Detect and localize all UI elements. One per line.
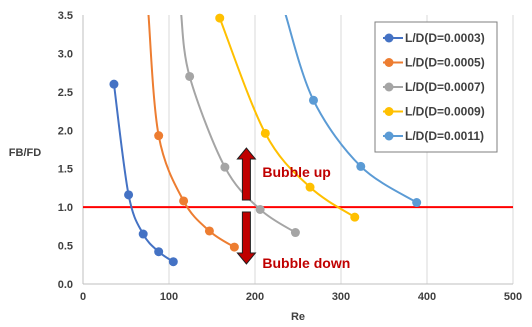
grid	[82, 15, 514, 285]
annotations: Bubble up Bubble down	[236, 147, 350, 271]
legend-label-3: L/D(D=0.0009)	[405, 105, 485, 119]
annotation-label-1: Bubble down	[262, 255, 350, 271]
x-tick-label-0: 0	[80, 291, 86, 303]
series-3	[215, 13, 360, 222]
y-tick-label-2: 1.0	[58, 202, 73, 214]
y-axis-label: FB/FD	[9, 147, 41, 159]
series-layer	[109, 13, 422, 267]
legend-item-0: L/D(D=0.0003)	[383, 31, 485, 45]
legend: L/D(D=0.0003) L/D(D=0.0005) L/D(D=0.0007) L…	[374, 21, 498, 153]
x-tick-label-2: 200	[246, 291, 264, 303]
series-1-point-3	[229, 242, 239, 252]
series-2-point-1	[220, 162, 230, 172]
legend-item-3: L/D(D=0.0009)	[383, 105, 485, 119]
legend-label-0: L/D(D=0.0003)	[405, 31, 485, 45]
series-1-point-0	[154, 131, 164, 141]
series-3-point-3	[350, 212, 360, 222]
series-4	[284, 15, 422, 208]
legend-label-1: L/D(D=0.0005)	[405, 56, 485, 70]
legend-swatch-marker-1	[384, 58, 394, 67]
series-0-point-4	[168, 257, 178, 267]
y-tick-label-4: 2.0	[58, 125, 73, 137]
arrow-up-icon	[236, 147, 257, 201]
x-tick-label-5: 500	[504, 291, 522, 303]
legend-swatch-marker-0	[384, 33, 394, 43]
x-axis-label: Re	[291, 311, 305, 323]
y-tick-label-1: 0.5	[58, 241, 73, 253]
legend-label-4: L/D(D=0.0011)	[405, 129, 484, 143]
legend-swatch-marker-4	[384, 131, 394, 141]
series-0	[109, 79, 178, 267]
series-1-point-2	[204, 226, 214, 236]
legend-label-2: L/D(D=0.0007)	[405, 80, 485, 94]
x-tick-label-4: 400	[418, 291, 436, 303]
series-1-point-1	[179, 196, 189, 206]
y-tick-label-6: 3.0	[58, 48, 73, 60]
series-2	[180, 15, 300, 238]
series-line-4	[284, 15, 418, 204]
annotation-label-0: Bubble up	[262, 164, 330, 180]
series-0-point-1	[124, 190, 134, 200]
arrow-down-icon	[236, 211, 257, 265]
y-tick-label-0: 0.0	[58, 279, 73, 291]
series-2-point-3	[290, 228, 300, 238]
series-0-point-0	[109, 79, 119, 89]
y-tick-labels: 0.0 0.5 1.0 1.5 2.0 2.5 3.0 3.5	[58, 10, 73, 291]
legend-swatch-marker-2	[384, 82, 394, 92]
series-4-point-0	[308, 95, 318, 105]
series-3-point-2	[305, 182, 315, 192]
y-tick-label-7: 3.5	[58, 10, 73, 22]
y-tick-label-5: 2.5	[58, 87, 73, 99]
series-0-point-3	[154, 247, 164, 257]
series-0-point-2	[138, 229, 148, 239]
series-2-point-0	[185, 71, 195, 81]
y-tick-label-3: 1.5	[58, 164, 73, 176]
legend-item-4: L/D(D=0.0011)	[383, 129, 484, 143]
annotation-up: Bubble up	[236, 147, 331, 201]
series-3-point-1	[260, 128, 270, 138]
legend-swatch-marker-3	[384, 107, 394, 116]
series-line-1	[147, 15, 235, 248]
series-3-point-0	[215, 13, 225, 23]
x-tick-labels: 0 100 200 300 400 500	[80, 291, 522, 303]
series-4-point-1	[356, 161, 366, 171]
series-1	[147, 15, 239, 252]
series-2-point-2	[255, 204, 265, 214]
series-4-point-2	[412, 198, 422, 208]
annotation-down: Bubble down	[236, 211, 350, 271]
x-tick-label-1: 100	[160, 291, 178, 303]
legend-item-1: L/D(D=0.0005)	[383, 56, 485, 70]
series-line-3	[218, 17, 356, 218]
x-tick-label-3: 300	[332, 291, 350, 303]
legend-item-2: L/D(D=0.0007)	[383, 80, 485, 94]
